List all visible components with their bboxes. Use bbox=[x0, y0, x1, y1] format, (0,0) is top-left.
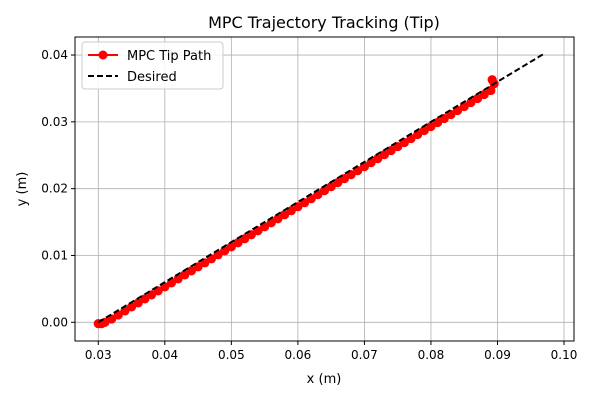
data-point bbox=[226, 242, 236, 252]
data-point bbox=[186, 266, 197, 276]
y-axis-label: y (m) bbox=[15, 172, 30, 207]
chart-title: MPC Trajectory Tracking (Tip) bbox=[208, 13, 440, 32]
legend: MPC Tip Path Desired bbox=[81, 41, 224, 90]
series-line-desired bbox=[97, 52, 545, 324]
x-tick-label: 0.08 bbox=[418, 348, 445, 362]
plot-area bbox=[93, 52, 545, 329]
data-point bbox=[472, 93, 483, 104]
y-tick-label: 0.03 bbox=[41, 115, 68, 129]
legend-marker-mpc-tip-path bbox=[98, 50, 108, 60]
y-tick-label: 0.00 bbox=[41, 315, 68, 329]
y-tick-label: 0.04 bbox=[41, 48, 68, 62]
data-point bbox=[140, 294, 150, 304]
x-tick-label: 0.03 bbox=[85, 348, 112, 362]
x-tick-label: 0.05 bbox=[218, 348, 245, 362]
x-tick-label: 0.09 bbox=[484, 348, 511, 362]
legend-label-desired: Desired bbox=[127, 70, 177, 85]
data-point bbox=[279, 210, 290, 220]
data-point bbox=[319, 186, 330, 196]
data-point bbox=[326, 182, 336, 192]
data-point bbox=[180, 270, 190, 280]
x-tick-label: 0.07 bbox=[351, 348, 378, 362]
data-point bbox=[273, 214, 283, 224]
x-tick-label: 0.06 bbox=[285, 348, 312, 362]
y-tick-label: 0.01 bbox=[41, 248, 68, 262]
data-point bbox=[479, 89, 489, 100]
x-tick-label: 0.10 bbox=[551, 348, 578, 362]
legend-label-mpc-tip-path: MPC Tip Path bbox=[127, 49, 211, 64]
data-point bbox=[133, 298, 143, 308]
x-tick-label: 0.04 bbox=[151, 348, 178, 362]
data-point bbox=[333, 178, 343, 188]
x-axis: 0.03 0.04 0.05 0.06 0.07 0.08 0.09 0.10 bbox=[85, 341, 577, 362]
y-axis: 0.00 0.01 0.02 0.03 0.04 bbox=[41, 48, 75, 329]
data-point bbox=[373, 154, 383, 164]
data-point bbox=[126, 302, 137, 312]
data-point bbox=[466, 97, 476, 108]
data-point bbox=[419, 125, 429, 136]
y-tick-label: 0.02 bbox=[41, 182, 68, 196]
legend-box bbox=[81, 41, 224, 90]
data-point bbox=[426, 121, 436, 132]
x-axis-label: x (m) bbox=[307, 372, 342, 387]
data-point bbox=[233, 238, 243, 248]
data-point bbox=[379, 149, 389, 160]
data-point bbox=[487, 75, 497, 85]
data-point bbox=[286, 206, 296, 216]
